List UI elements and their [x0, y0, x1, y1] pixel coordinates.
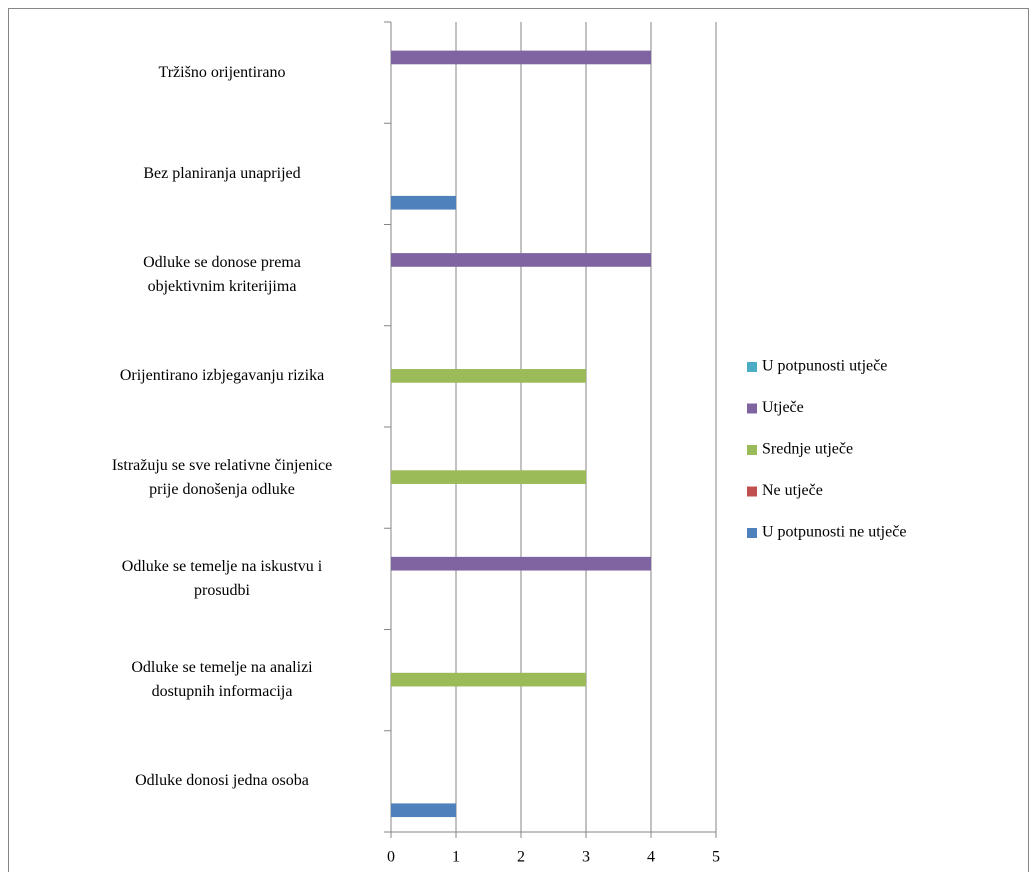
- bar: [391, 195, 456, 210]
- x-tick-label: 1: [452, 849, 460, 866]
- bar: [391, 556, 651, 571]
- legend-label: U potpunosti ne utječe: [762, 524, 906, 541]
- legend-label: Utječe: [762, 399, 804, 416]
- x-tick-label: 0: [387, 849, 395, 866]
- y-tick-label: Odluke se temelje na iskustvu i prosudbi: [121, 557, 323, 599]
- legend-swatch: [747, 445, 757, 455]
- y-tick-label: Odluke se donose prema objektivnim krite…: [143, 254, 301, 296]
- x-tick-label: 4: [647, 849, 655, 866]
- x-tick-label: 3: [582, 849, 590, 866]
- x-tick-label: 5: [712, 849, 720, 866]
- bar: [391, 369, 586, 383]
- bar: [391, 672, 586, 687]
- legend-swatch: [747, 403, 757, 414]
- x-tick-label: 2: [517, 849, 525, 866]
- y-tick-label: Bez planiranja unaprijed: [143, 164, 301, 182]
- legend-label: U potpunosti utječe: [762, 358, 887, 375]
- bar: [391, 50, 651, 65]
- bar: [391, 803, 456, 818]
- y-tick-label: Tržišno orijentirano: [158, 63, 286, 81]
- chart-border: [8, 8, 1029, 872]
- legend-label: Ne utječe: [762, 482, 823, 499]
- legend-swatch: [747, 528, 757, 538]
- bar: [391, 253, 651, 267]
- y-tick-label: Istražuju se sve relativne činjenice pri…: [111, 456, 333, 498]
- y-tick-label: Odluke se temelje na analizi dostupnih i…: [131, 659, 313, 701]
- legend-label: Srednje utječe: [762, 441, 853, 458]
- legend-swatch: [747, 362, 757, 372]
- y-tick-label: Odluke donosi jedna osoba: [135, 772, 309, 790]
- y-tick-label: Orijentirano izbjegavanju rizika: [119, 367, 325, 385]
- legend-swatch: [747, 486, 757, 497]
- bar: [391, 470, 586, 484]
